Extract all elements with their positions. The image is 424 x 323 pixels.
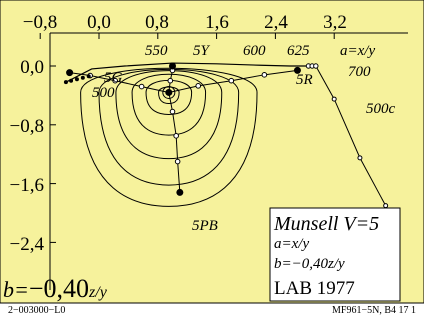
x-tick-label: 0,0 — [87, 12, 111, 33]
label-700: 700 — [348, 64, 371, 80]
x-tick-labels: −0,8 0,0 0,8 1,6 2,4 3,2 — [23, 12, 347, 33]
axes — [39, 32, 408, 290]
x-tick-label: −0,8 — [23, 12, 57, 33]
label-5R: 5R — [296, 72, 313, 88]
hue-point — [261, 72, 268, 78]
chroma-contour — [98, 69, 240, 186]
chroma-contour — [115, 70, 223, 160]
footer-right: MF961−5N, B4 17 1 — [332, 305, 416, 316]
chroma-contour — [158, 86, 180, 104]
label-5Y: 5Y — [193, 43, 211, 59]
footer-left: 2−003000−L0 — [8, 305, 66, 316]
purple-line-point — [383, 203, 389, 209]
hue-point — [293, 66, 301, 74]
hue-point — [173, 133, 179, 139]
white-point — [165, 88, 173, 96]
purple-line-point — [331, 96, 337, 102]
hue-point — [138, 83, 145, 90]
hue-point — [169, 108, 176, 115]
label-500: 500 — [92, 85, 115, 101]
chroma-contour — [131, 73, 207, 136]
label-600: 600 — [243, 43, 266, 59]
spectral-locus-line — [65, 62, 316, 83]
label-a-formula: a=x/y — [340, 43, 375, 59]
y-tick-labels: 0,0 −0,8 −1,6 −2,4 — [10, 57, 45, 255]
x-tick-label: 1,6 — [205, 12, 229, 33]
y-tick-label: −1,6 — [10, 175, 44, 196]
spectral-point — [313, 63, 319, 69]
spectral-point — [86, 74, 91, 79]
label-500c: 500c — [366, 101, 396, 117]
hue-point — [174, 158, 181, 165]
hue-point — [169, 62, 176, 70]
spectral-point — [80, 75, 85, 80]
spectral-point — [63, 80, 68, 85]
x-tick-label: 3,2 — [323, 12, 347, 33]
legend-subtitle-b: b=−0,40z/y — [274, 256, 345, 272]
bottom-formula-value: −0,40 — [29, 274, 89, 303]
spectral-point — [69, 78, 74, 83]
hue-point — [228, 77, 235, 84]
white-point-ring — [162, 85, 176, 99]
x-tick-label: 0,8 — [145, 12, 169, 33]
legend-frame — [269, 207, 401, 302]
legend-title: Munsell V=5 — [273, 213, 379, 235]
label-550: 550 — [145, 43, 168, 59]
chart-marks — [63, 62, 394, 221]
legend-system: LAB 1977 — [274, 278, 355, 299]
hue-point — [195, 83, 202, 89]
hue-point — [112, 77, 118, 84]
purple-line-point — [357, 155, 363, 161]
bottom-formula-suffix: z/y — [88, 284, 108, 301]
hue-point — [167, 77, 174, 84]
plot-frame — [0, 0, 424, 304]
label-5G: 5G — [104, 70, 123, 86]
spectral-point — [74, 77, 79, 82]
x-tick-label: 2,4 — [264, 12, 288, 33]
bottom-formula: b=−0,40z/y — [3, 274, 108, 303]
y-tick-label: 0,0 — [20, 57, 44, 78]
label-625: 625 — [287, 43, 310, 59]
hue-point — [176, 188, 184, 196]
chroma-contour — [80, 67, 258, 207]
wavelength-labels: 550 5Y 600 625 a=x/y 700 5G 5R 500 500c … — [92, 43, 396, 234]
legend-box: Munsell V=5 a=x/y b=−0,40z/y LAB 1977 — [269, 207, 401, 302]
y-tick-label: −2,4 — [10, 234, 45, 255]
label-5PB: 5PB — [192, 218, 218, 234]
hue-point — [66, 69, 74, 77]
bottom-formula-prefix: b= — [3, 277, 29, 302]
y-tick-label: −0,8 — [10, 116, 44, 137]
chroma-contour — [145, 79, 193, 116]
legend-subtitle-a: a=x/y — [274, 236, 309, 252]
